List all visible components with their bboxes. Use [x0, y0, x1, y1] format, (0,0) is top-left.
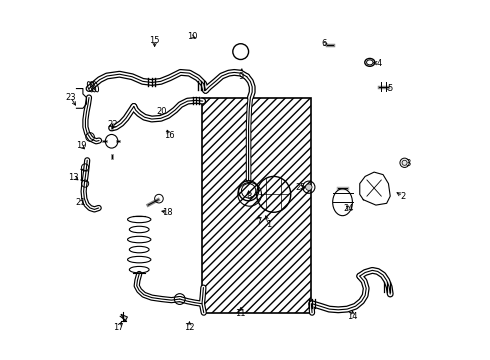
Bar	[202, 98, 311, 313]
Text: 2: 2	[400, 192, 405, 201]
Circle shape	[400, 158, 409, 167]
Text: 4: 4	[377, 59, 382, 68]
Text: 18: 18	[163, 208, 173, 217]
Circle shape	[306, 184, 312, 190]
Text: 6: 6	[321, 39, 326, 48]
Text: 13: 13	[68, 173, 79, 182]
Text: 10: 10	[187, 32, 197, 41]
Text: 24: 24	[344, 204, 354, 213]
Text: 17: 17	[114, 323, 124, 332]
Text: 19: 19	[76, 141, 86, 150]
Polygon shape	[122, 315, 127, 321]
Text: 11: 11	[235, 309, 245, 318]
Text: 21: 21	[76, 198, 86, 207]
Text: 9: 9	[238, 72, 244, 81]
Text: 7: 7	[256, 217, 261, 226]
Text: 23: 23	[65, 93, 76, 102]
Text: 12: 12	[184, 323, 195, 332]
Text: 3: 3	[406, 159, 411, 168]
Text: 5: 5	[388, 84, 393, 93]
Text: 16: 16	[164, 131, 175, 140]
Text: 1: 1	[266, 220, 271, 229]
Text: 25: 25	[295, 183, 306, 192]
Text: 14: 14	[347, 312, 358, 321]
Text: 20: 20	[156, 107, 167, 116]
Text: 8: 8	[246, 192, 251, 201]
Text: 15: 15	[149, 36, 160, 45]
Text: 22: 22	[108, 120, 118, 129]
